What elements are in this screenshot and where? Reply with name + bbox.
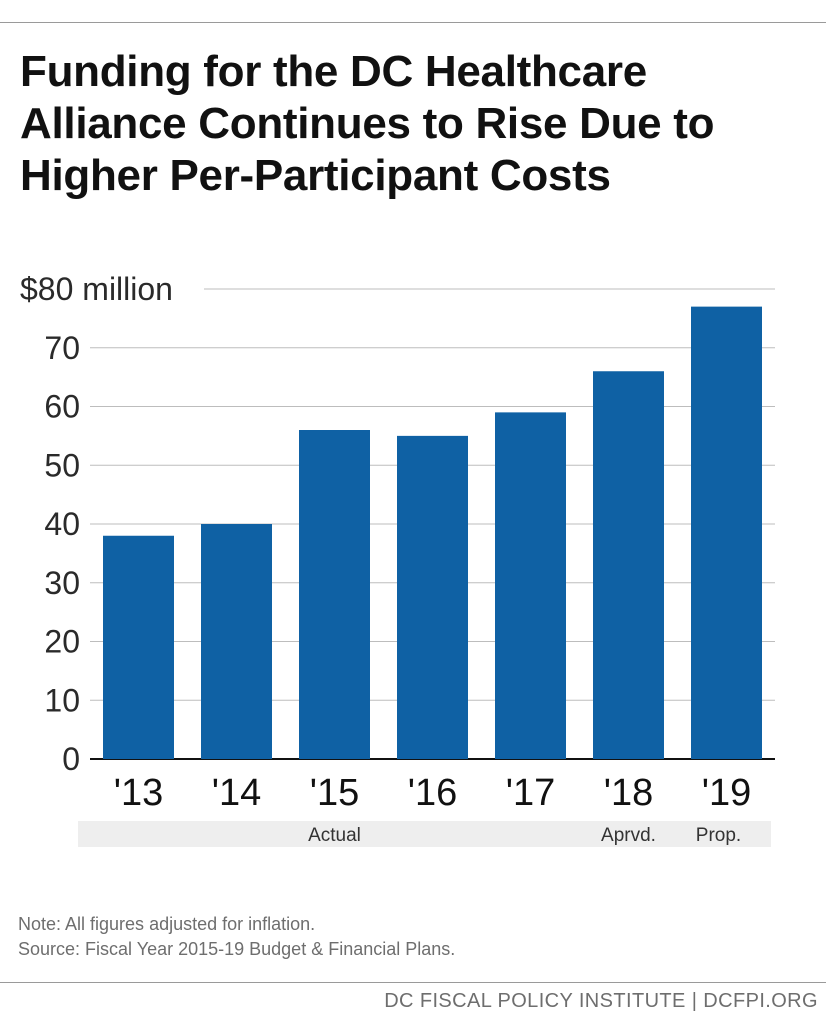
period-band [570, 821, 687, 847]
y-tick-label: 20 [44, 624, 80, 660]
chart-notes: Note: All figures adjusted for inflation… [18, 912, 455, 962]
inflation-note: Note: All figures adjusted for inflation… [18, 914, 316, 934]
y-tick-label: 60 [44, 389, 80, 425]
y-tick-label: 70 [44, 330, 80, 366]
bar-chart: 0 10 20 30 40 50 60 70 $80 million '13 '14 '15 '16 '1… [20, 271, 775, 847]
bar [691, 306, 762, 759]
bar [299, 430, 370, 759]
period-band [78, 821, 589, 847]
x-tick-label: '18 [604, 772, 654, 814]
bar [495, 412, 566, 759]
x-tick-label: '19 [702, 772, 752, 814]
y-tick-label: 30 [44, 565, 80, 601]
bar [201, 524, 272, 759]
y-tick-label: 0 [62, 741, 80, 777]
bar [397, 435, 468, 759]
y-tick-label: 50 [44, 447, 80, 483]
x-tick-label: '13 [114, 772, 164, 814]
y-tick-label: 10 [44, 682, 80, 718]
bar [593, 371, 664, 759]
period-label: Aprvd. [601, 825, 656, 846]
x-tick-label: '14 [212, 772, 262, 814]
bottom-rule [0, 982, 826, 983]
footer-credit: DC FISCAL POLICY INSTITUTE | DCFPI.ORG [384, 990, 818, 1012]
period-band [668, 821, 771, 847]
x-tick-label: '16 [408, 772, 458, 814]
x-tick-label: '15 [310, 772, 360, 814]
source-note: Source: Fiscal Year 2015-19 Budget & Fin… [18, 939, 456, 959]
top-rule [0, 22, 826, 23]
bar [103, 535, 174, 759]
period-label: Actual [308, 825, 361, 846]
y-tick-label: $80 million [20, 271, 173, 307]
chart-title: Funding for the DC Healthcare Alliance C… [20, 47, 715, 200]
y-tick-label: 40 [44, 506, 80, 542]
x-tick-label: '17 [506, 772, 556, 814]
period-label: Prop. [696, 825, 741, 846]
